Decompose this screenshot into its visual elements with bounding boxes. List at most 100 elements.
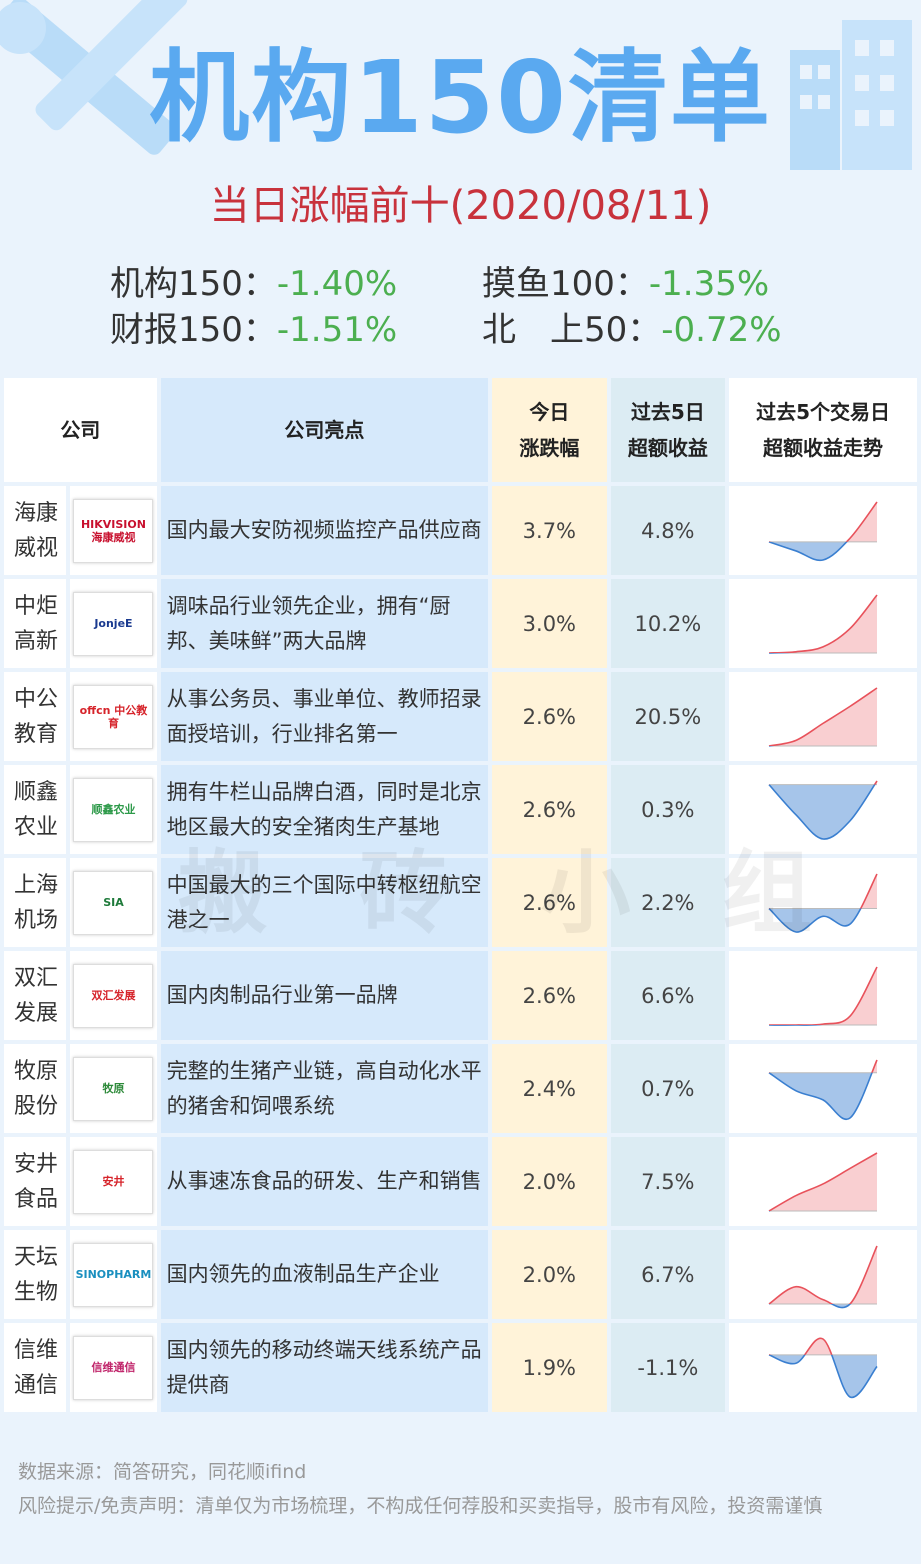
excess-return: -1.1% [610,1323,726,1412]
table-row: 上海 机场 SIA 中国最大的三个国际中转枢纽航空港之一 2.6% 2.2% [4,858,917,947]
trend-sparkline [768,686,878,747]
company-logo-text: JonjeE [94,617,133,630]
trend-sparkline [768,873,878,933]
company-highlight-text: 调味品行业领先企业，拥有“厨邦、美味鲜”两大品牌 [166,593,451,653]
company-highlight: 调味品行业领先企业，拥有“厨邦、美味鲜”两大品牌 [160,579,489,668]
company-name-line1: 顺鑫 [14,779,59,805]
trend-cell [729,1323,917,1412]
company-highlight-text: 从事公务员、事业单位、教师招录面授培训，行业排名第一 [166,686,482,746]
today-change: 1.9% [492,1323,607,1412]
company-logo-text: 顺鑫农业 [91,803,136,816]
col-trend-line1: 过去5个交易日 [756,400,890,424]
company-logo: SINOPHARM [73,1242,154,1307]
col-company: 公司 [4,378,157,482]
spark-area-negative [769,1072,878,1119]
company-logo-text: 信维通信 [91,1361,136,1374]
trend-cell [729,1230,917,1319]
trend-cell [729,951,917,1040]
spark-area-negative [769,541,878,560]
col-excess: 过去5日 超额收益 [610,378,726,482]
spark-area-positive [769,1245,878,1304]
spark-area-negative [769,907,878,932]
col-trend: 过去5个交易日 超额收益走势 [729,378,917,482]
company-highlight: 国内最大安防视频监控产品供应商 [160,486,489,575]
stat-caibao150: 财报150：-1.51% [110,308,397,352]
trend-sparkline [768,1337,878,1398]
company-name: 中炬 高新 [4,579,67,668]
company-highlight-text: 完整的生猪产业链，高自动化水平的猪舍和饲喂系统 [166,1058,482,1118]
company-name-line1: 天坛 [14,1244,59,1270]
company-highlight: 拥有牛栏山品牌白酒，同时是北京地区最大的安全猪肉生产基地 [160,765,489,854]
company-name: 安井 食品 [4,1137,67,1226]
table-body: 海康 威视 HIKVISION 海康威视 国内最大安防视频监控产品供应商 3.7% 4.8… [4,486,917,1412]
company-logo: 信维通信 [73,1335,154,1400]
company-name: 信维 通信 [4,1323,67,1412]
building-icon [790,20,912,170]
company-logo-cell: JonjeE [70,579,157,668]
excess-return: 0.3% [610,765,726,854]
company-logo: 牧原 [73,1056,154,1121]
table-row: 中炬高新 JonjeE 调味品行业领先企业，拥有“厨邦、美味鲜”两大品牌 3.0% 10… [4,579,917,668]
col-today-line2: 涨跌幅 [519,436,580,460]
spark-line-negative [768,541,848,561]
trend-cell [729,672,917,761]
stat-label: 财报150： [110,310,277,350]
company-highlight-text: 拥有牛栏山品牌白酒，同时是北京地区最大的安全猪肉生产基地 [166,779,482,839]
trend-sparkline [769,966,878,1026]
company-logo-cell: 安井 [70,1137,157,1226]
spark-area-positive [860,873,878,908]
company-logo: SIA [73,870,154,935]
stat-value: -1.35% [648,264,770,304]
col-highlight: 公司亮点 [160,378,489,482]
col-excess-line1: 过去5日 [630,400,705,424]
trend-sparkline [768,501,878,561]
spark-line-positive [768,1245,878,1304]
company-logo-text: offcn 中公教育 [79,703,148,730]
table-header-row: 公司 公司亮点 今日 涨跌幅 过去5日 超额收益 过去5个交易日 超额收益走势 [4,378,917,482]
table-row: 中公 教育 offcn 中公教育 从事公务员、事业单位、教师招录面授培训，行业排名第一… [4,672,917,761]
trend-cell [729,858,917,947]
excess-return: 7.5% [610,1137,726,1226]
data-source: 数据来源：简答研究，同花顺ifind [18,1461,307,1483]
stat-moyu100: 摸鱼100：-1.35% [482,262,769,306]
stat-value: -1.40% [276,264,398,304]
page-subtitle: 当日涨幅前十(2020/08/11) [209,183,712,229]
company-name-line1: 上海 [14,872,59,898]
trend-sparkline [768,1059,878,1120]
trend-cell [729,1137,917,1226]
company-name: 牧原 股份 [4,1044,67,1133]
page-title: 机构150清单 [149,39,772,156]
stock-table: 公司 公司亮点 今日 涨跌幅 过去5日 超额收益 过去5个交易日 超额收益走势 海康威… [0,374,921,1416]
today-change: 2.0% [492,1137,607,1226]
excess-return: 10.2% [610,579,726,668]
company-highlight-text: 中国最大的三个国际中转枢纽航空港之一 [166,872,482,932]
company-logo-cell: offcn 中公教育 [70,672,157,761]
company-name: 天坛 生物 [4,1230,67,1319]
col-trend-line2: 超额收益走势 [763,436,884,460]
spark-line-negative [768,907,862,933]
company-name-line2: 高新 [14,628,59,654]
company-name: 中公 教育 [4,672,67,761]
spark-line-positive [769,501,878,542]
company-highlight-text: 国内领先的血液制品生产企业 [166,1262,440,1286]
company-logo-cell: SINOPHARM [70,1230,157,1319]
stat-value: -0.72% [661,310,782,350]
disclaimer: 风险提示/免责声明：清单仅为市场梳理，不构成任何荐股和买卖指导，股市有风险，投资… [18,1495,823,1517]
spark-line-positive [769,1337,833,1355]
company-highlight-text: 国内肉制品行业第一品牌 [166,983,398,1007]
col-today: 今日 涨跌幅 [492,378,607,482]
spark-line-negative [768,784,876,840]
spark-area-positive [769,594,878,653]
trend-cell [729,765,917,854]
table-row: 安井 食品 安井 从事速冻食品的研发、生产和销售 2.0% 7.5% [4,1137,917,1226]
trend-sparkline [768,780,878,840]
trend-cell [729,1044,917,1133]
spark-line-positive [769,593,878,653]
today-change: 3.0% [492,579,607,668]
company-highlight-text: 国内领先的移动终端天线系统产品提供商 [166,1337,482,1397]
company-logo-text: 牧原 [102,1082,125,1095]
company-highlight: 国内领先的血液制品生产企业 [160,1230,489,1319]
excess-return: 20.5% [610,672,726,761]
spark-line-positive [768,1151,878,1211]
company-name-line1: 中炬 [14,593,59,619]
